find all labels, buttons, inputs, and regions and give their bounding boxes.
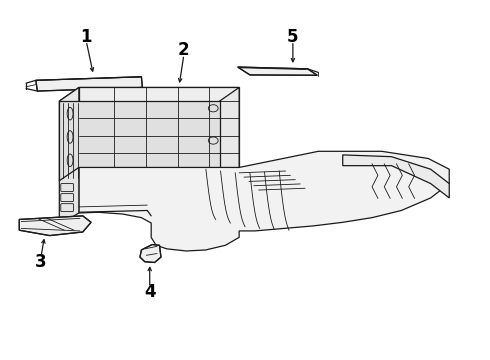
Text: 5: 5: [287, 28, 298, 46]
Polygon shape: [36, 77, 143, 91]
Text: 2: 2: [178, 41, 190, 59]
Polygon shape: [220, 87, 239, 181]
Polygon shape: [238, 67, 318, 75]
Text: 4: 4: [144, 283, 155, 301]
Polygon shape: [140, 244, 161, 262]
Text: 1: 1: [80, 28, 92, 46]
Polygon shape: [59, 87, 239, 101]
Text: 3: 3: [35, 253, 47, 271]
Polygon shape: [19, 216, 91, 235]
Polygon shape: [343, 155, 449, 198]
Polygon shape: [59, 101, 220, 181]
Polygon shape: [79, 151, 449, 251]
Polygon shape: [59, 87, 79, 181]
Polygon shape: [59, 167, 79, 225]
Polygon shape: [79, 87, 239, 167]
